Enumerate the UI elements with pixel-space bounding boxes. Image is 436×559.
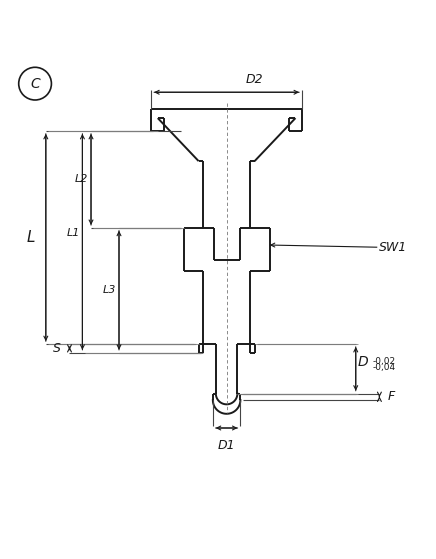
- Text: D1: D1: [218, 439, 235, 452]
- Text: L2: L2: [75, 174, 88, 184]
- Text: F: F: [387, 390, 395, 403]
- Text: L: L: [27, 230, 35, 245]
- Text: D: D: [358, 356, 368, 369]
- Text: D2: D2: [246, 73, 263, 86]
- Text: SW1: SW1: [379, 241, 408, 254]
- Text: L1: L1: [66, 228, 80, 238]
- Text: S: S: [53, 342, 61, 355]
- Text: L3: L3: [103, 285, 116, 295]
- Text: -0,04: -0,04: [372, 363, 395, 372]
- Text: -0,02: -0,02: [372, 357, 395, 367]
- Text: C: C: [30, 77, 40, 91]
